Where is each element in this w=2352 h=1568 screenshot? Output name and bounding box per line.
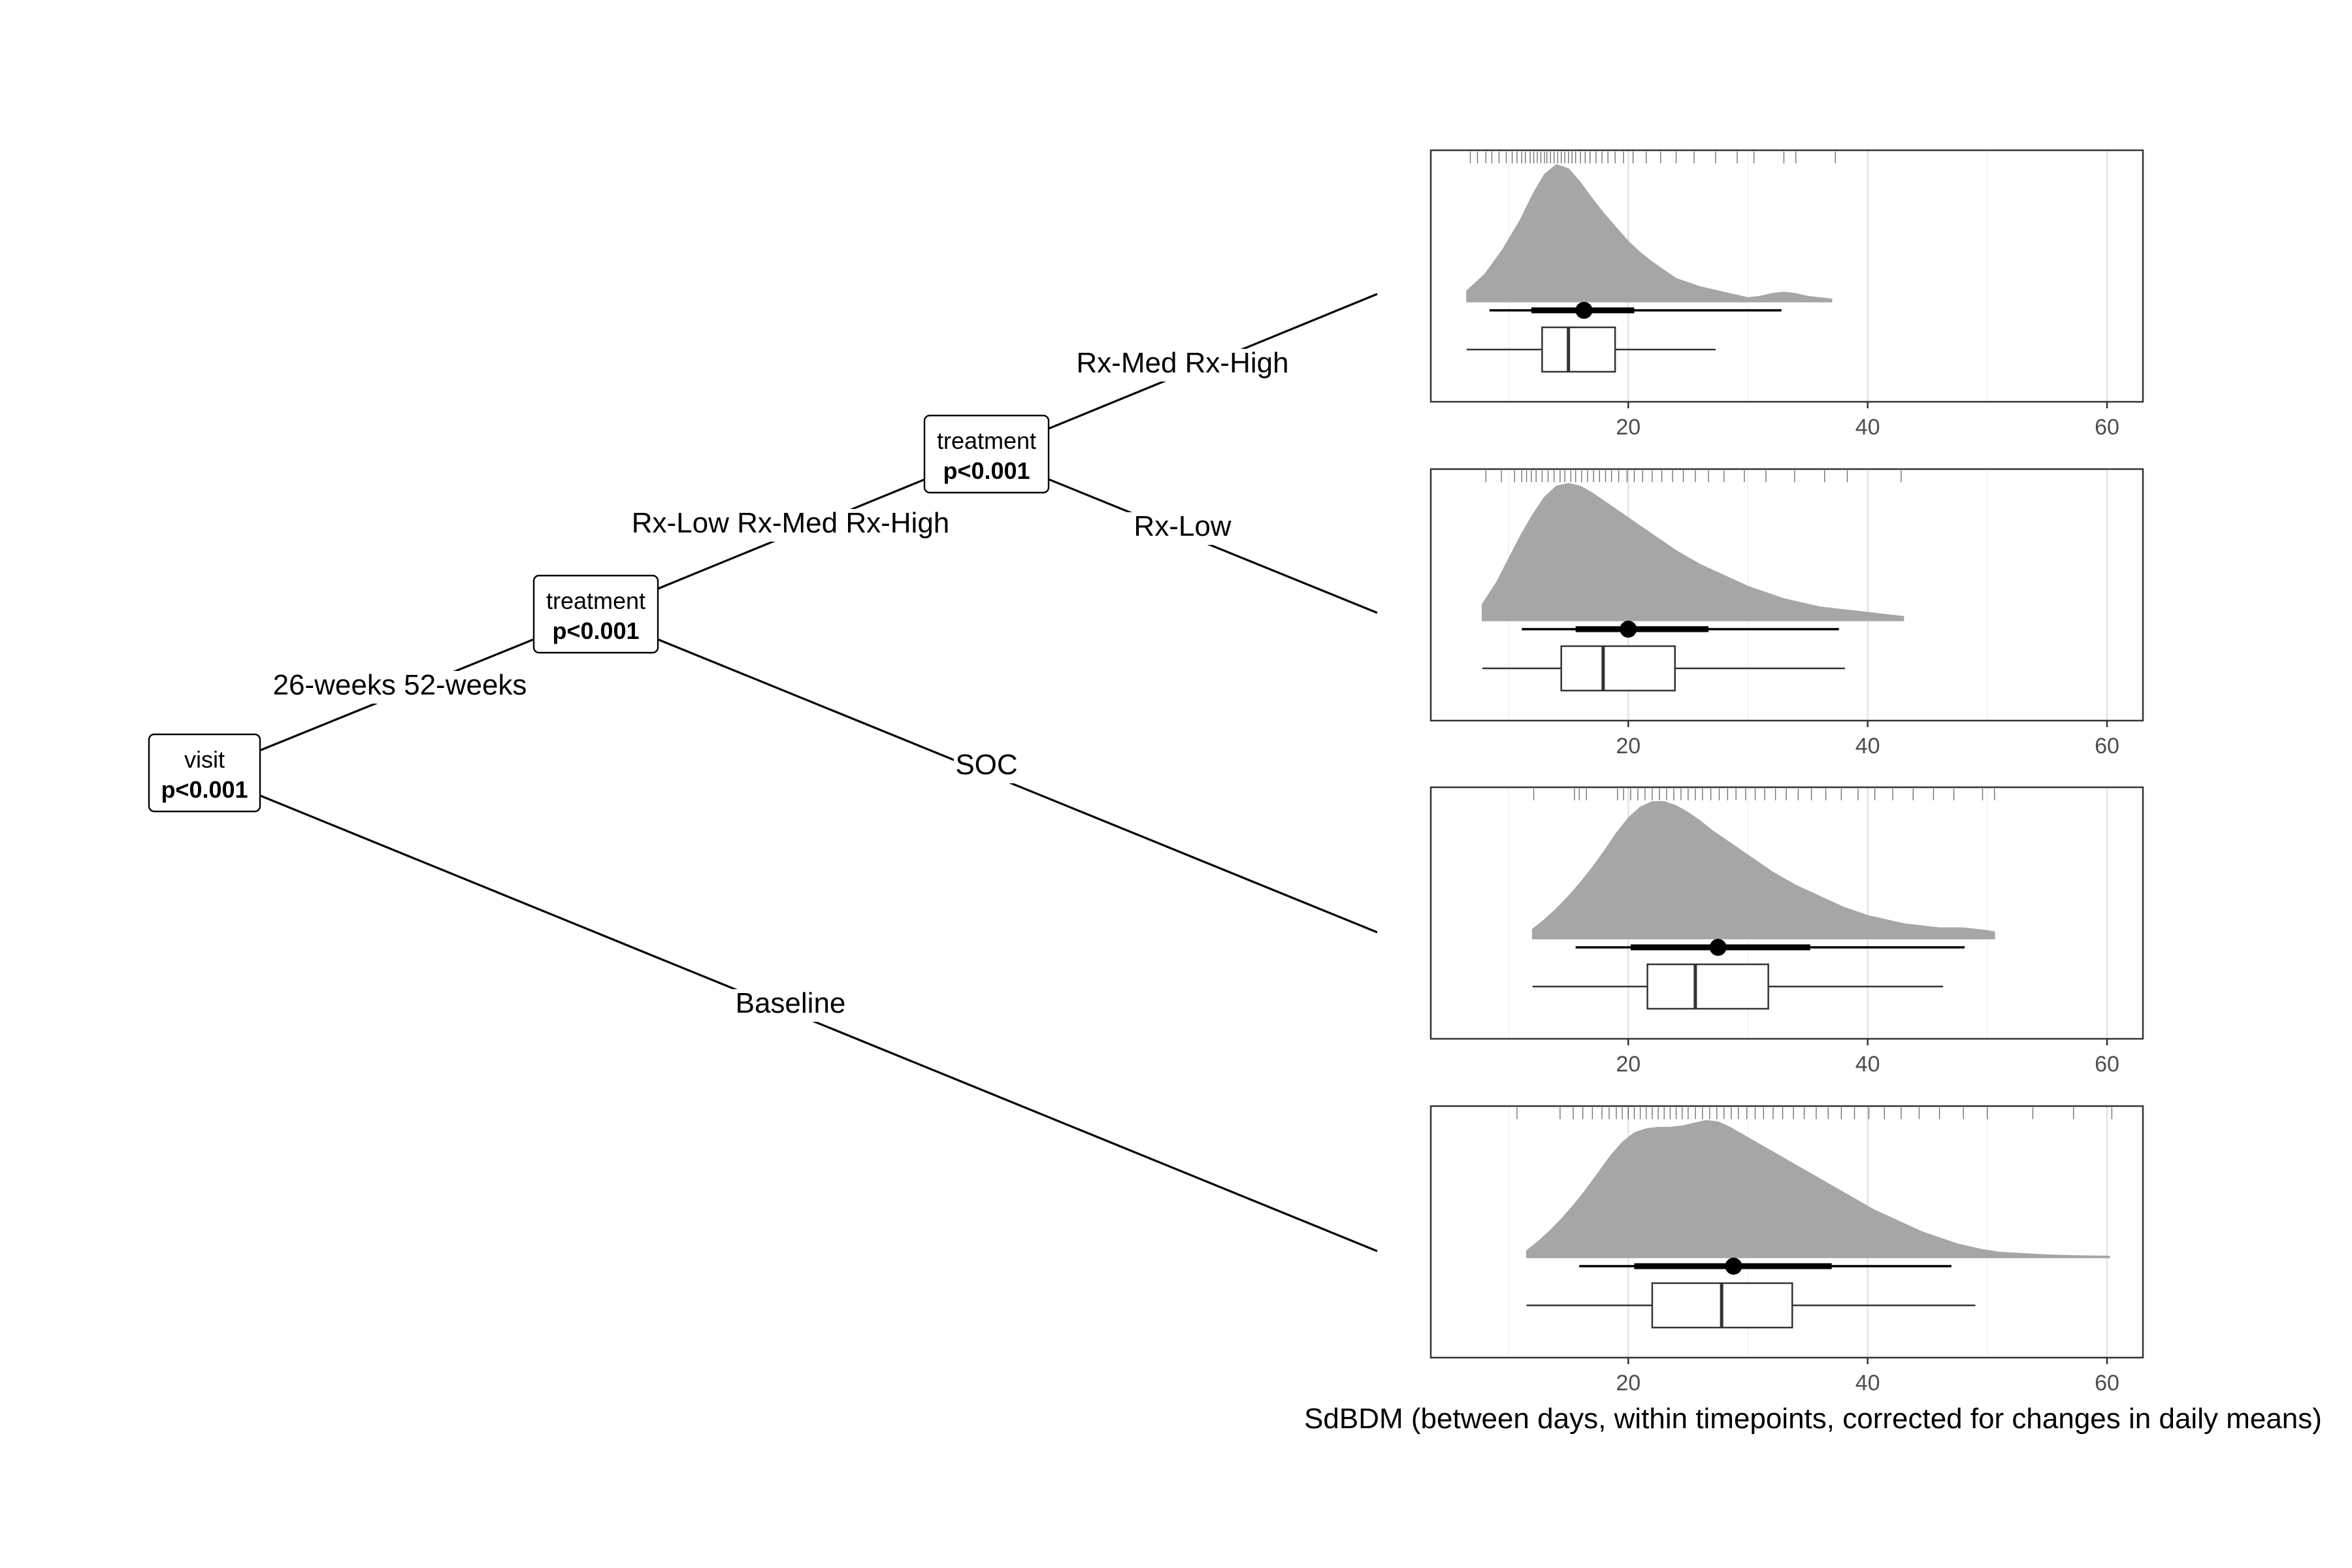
edge-label: Rx-Med Rx-High: [1076, 347, 1288, 379]
x-tick-label: 40: [1855, 1371, 1880, 1396]
tree-edges: [204, 294, 1377, 1251]
leaf-panel-leaf1: 20 40 60: [1431, 150, 2143, 440]
tree-edge-labels: 26-weeks 52-weeks Baseline Rx-Low Rx-Med R…: [261, 347, 1299, 1022]
leaf-panel-leaf3: 20 40 60: [1431, 787, 2143, 1077]
tree-node-p-value: p<0.001: [552, 617, 639, 644]
edge-label: SOC: [955, 749, 1017, 781]
edge-label: Rx-Low Rx-Med Rx-High: [632, 507, 950, 539]
x-tick-label: 40: [1855, 415, 1880, 440]
x-tick-label: 20: [1616, 734, 1641, 759]
edge-label: Baseline: [736, 987, 846, 1019]
x-tick-label: 40: [1855, 734, 1880, 759]
tree-node-title: treatment: [937, 427, 1036, 454]
tree-nodes: visit p<0.001 treatment p<0.001 treatment p<0…: [149, 416, 1049, 811]
x-tick-label: 20: [1616, 415, 1641, 440]
x-tick-label: 60: [2095, 1052, 2119, 1077]
tree-node-p-value: p<0.001: [943, 457, 1030, 484]
leaf-panels: 20 40 60 20 40 60 20 40 60 20 40 60: [1431, 150, 2143, 1396]
leaf-panel-leaf2: 20 40 60: [1431, 469, 2143, 759]
interval-point: [1620, 621, 1637, 638]
edge-label: 26-weeks 52-weeks: [273, 669, 527, 701]
x-tick-label: 20: [1616, 1052, 1641, 1077]
tree-node-title: visit: [184, 746, 225, 773]
x-axis-title: SdBDM (between days, within timepoints, …: [1304, 1403, 2322, 1435]
box-iqr: [1648, 964, 1769, 1009]
edge-label: Rx-Low: [1134, 510, 1231, 542]
density-slab: [1533, 802, 1995, 939]
tree-node-title: treatment: [546, 587, 645, 614]
tree-node-p-value: p<0.001: [161, 776, 248, 803]
box-iqr: [1542, 327, 1615, 372]
interval-point: [1575, 302, 1592, 319]
density-slab: [1482, 483, 1904, 621]
interval-point: [1725, 1258, 1742, 1275]
density-slab: [1527, 1120, 2110, 1258]
box-iqr: [1561, 646, 1675, 691]
density-slab: [1467, 165, 1832, 302]
tree-node-treatment2: treatment p<0.001: [924, 416, 1049, 493]
x-tick-label: 60: [2095, 1371, 2119, 1396]
x-tick-label: 40: [1855, 1052, 1880, 1077]
leaf-panel-leaf4: 20 40 60: [1431, 1106, 2143, 1396]
tree-node-treatment1: treatment p<0.001: [534, 576, 658, 653]
x-tick-label: 60: [2095, 734, 2119, 759]
tree-node-visit: visit p<0.001: [149, 734, 260, 811]
x-tick-label: 20: [1616, 1371, 1641, 1396]
x-tick-label: 60: [2095, 415, 2119, 440]
interval-point: [1710, 939, 1727, 956]
